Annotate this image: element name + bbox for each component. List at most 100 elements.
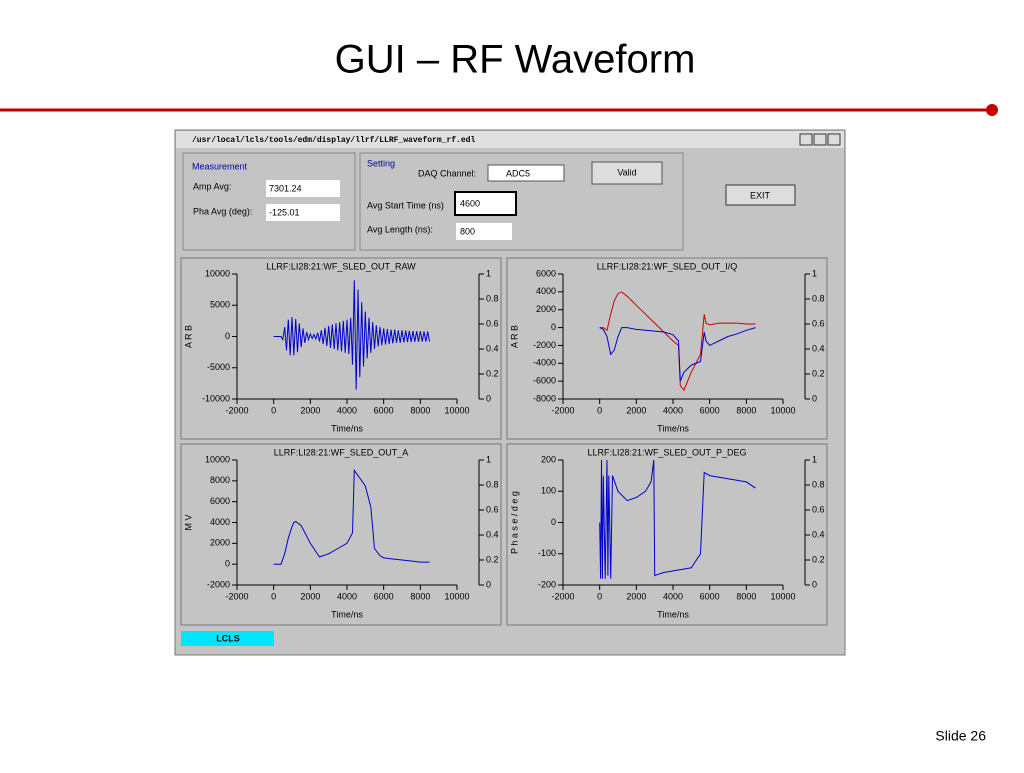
tag-label: LCLS — [216, 633, 240, 643]
y-tick-label: -100 — [538, 548, 556, 558]
maximize[interactable] — [813, 133, 827, 146]
x-tick-label: 6000 — [700, 405, 720, 415]
y-tick-label: 8000 — [210, 475, 230, 485]
chart-title: LLRF:LI28:21:WF_SLED_OUT_RAW — [266, 261, 416, 271]
status: Valid — [617, 167, 636, 177]
y2-tick-label: 0.6 — [486, 318, 499, 328]
y2-tick-label: 0.8 — [812, 293, 825, 303]
x-tick-label: -2000 — [225, 591, 248, 601]
x-tick-label: 6000 — [700, 591, 720, 601]
tag — [181, 631, 274, 646]
x-tick-label: 10000 — [770, 591, 795, 601]
y-tick-label: -5000 — [207, 362, 230, 372]
y2-tick-label: 0.6 — [812, 318, 825, 328]
x-tick-label: 6000 — [374, 591, 394, 601]
y2-tick-label: 0.6 — [486, 504, 499, 514]
x-axis-label: Time/ns — [657, 609, 689, 619]
chart-panel — [506, 257, 828, 440]
y2-tick-label: 1 — [486, 268, 491, 278]
field-value: -125.01 — [269, 207, 300, 217]
y2-tick-label: 1 — [812, 454, 817, 464]
y2-tick-label: 0.2 — [812, 554, 825, 564]
y-axis-label: A R B — [183, 325, 193, 348]
y-tick-label: 6000 — [536, 268, 556, 278]
y2-tick-label: 0 — [486, 393, 491, 403]
input-box[interactable] — [456, 223, 512, 240]
y-tick-label: -8000 — [533, 393, 556, 403]
input-value[interactable]: 800 — [460, 226, 475, 236]
field-label: Amp Avg: — [193, 181, 231, 191]
y2-tick-label: 0 — [812, 579, 817, 589]
field-value: 7301.24 — [269, 183, 302, 193]
y2-tick-label: 0.6 — [812, 504, 825, 514]
y-tick-label: 4000 — [210, 517, 230, 527]
input-value[interactable]: 4600 — [460, 198, 480, 208]
field-box — [266, 204, 340, 221]
slide-number: Slide 26 — [935, 728, 986, 744]
series-line — [599, 459, 756, 579]
x-tick-label: 2000 — [300, 405, 320, 415]
chart-panel — [180, 443, 502, 626]
y-tick-label: 2000 — [210, 538, 230, 548]
y-tick-label: 6000 — [210, 496, 230, 506]
dropdown-value[interactable]: ADC5 — [506, 168, 530, 178]
x-tick-label: 2000 — [626, 405, 646, 415]
x-axis-label: Time/ns — [331, 423, 363, 433]
series-line — [599, 327, 756, 382]
y2-tick-label: 0.8 — [812, 479, 825, 489]
exit-button[interactable] — [725, 184, 796, 206]
y2-tick-label: 0.2 — [486, 554, 499, 564]
x-tick-label: -2000 — [551, 591, 574, 601]
field-label: Avg Start Time (ns) — [367, 200, 444, 210]
series-line — [599, 291, 756, 392]
chart-title: LLRF:LI28:21:WF_SLED_OUT_P_DEG — [587, 447, 746, 457]
chart-title: LLRF:LI28:21:WF_SLED_OUT_A — [274, 447, 409, 457]
chart-panel — [506, 443, 828, 626]
x-axis-label: Time/ns — [657, 423, 689, 433]
status-box — [591, 161, 663, 185]
x-tick-label: 0 — [597, 591, 602, 601]
y-tick-label: 100 — [541, 486, 556, 496]
series-line — [273, 280, 430, 390]
x-tick-label: 8000 — [410, 405, 430, 415]
dropdown[interactable] — [487, 164, 565, 182]
exit-label[interactable]: EXIT — [750, 190, 771, 200]
minimize[interactable] — [799, 133, 813, 146]
y-axis-label: P h a s e / d e g — [509, 491, 519, 554]
y-axis-label: A R B — [509, 325, 519, 348]
y-tick-label: -2000 — [207, 579, 230, 589]
y2-tick-label: 1 — [486, 454, 491, 464]
chart-title: LLRF:LI28:21:WF_SLED_OUT_I/Q — [597, 261, 738, 271]
y-tick-label: 10000 — [205, 268, 230, 278]
slide-title: GUI – RF Waveform — [335, 38, 696, 82]
y2-tick-label: 0.4 — [812, 529, 825, 539]
y-tick-label: -2000 — [533, 340, 556, 350]
x-tick-label: -2000 — [551, 405, 574, 415]
field-label: DAQ Channel: — [418, 168, 476, 178]
field-box — [266, 180, 340, 197]
close[interactable] — [827, 133, 841, 146]
x-tick-label: 4000 — [337, 405, 357, 415]
series-line — [273, 468, 430, 565]
x-tick-label: 4000 — [337, 591, 357, 601]
y-tick-label: 4000 — [536, 286, 556, 296]
y-tick-label: 200 — [541, 454, 556, 464]
x-axis-label: Time/ns — [331, 609, 363, 619]
y-tick-label: 0 — [551, 322, 556, 332]
y-tick-label: -6000 — [533, 376, 556, 386]
y-tick-label: -200 — [538, 579, 556, 589]
y2-tick-label: 0.2 — [812, 368, 825, 378]
y2-tick-label: 0.2 — [486, 368, 499, 378]
x-tick-label: 8000 — [410, 591, 430, 601]
y2-tick-label: 1 — [812, 268, 817, 278]
title-bar — [176, 131, 844, 148]
x-tick-label: 8000 — [736, 405, 756, 415]
y-tick-label: -4000 — [533, 358, 556, 368]
x-tick-label: 10000 — [770, 405, 795, 415]
x-tick-label: 2000 — [300, 591, 320, 601]
y-tick-label: -10000 — [202, 393, 230, 403]
field-label: Pha Avg (deg): — [193, 206, 252, 216]
input-box[interactable] — [454, 191, 517, 216]
field-label: Avg Length (ns): — [367, 224, 433, 234]
